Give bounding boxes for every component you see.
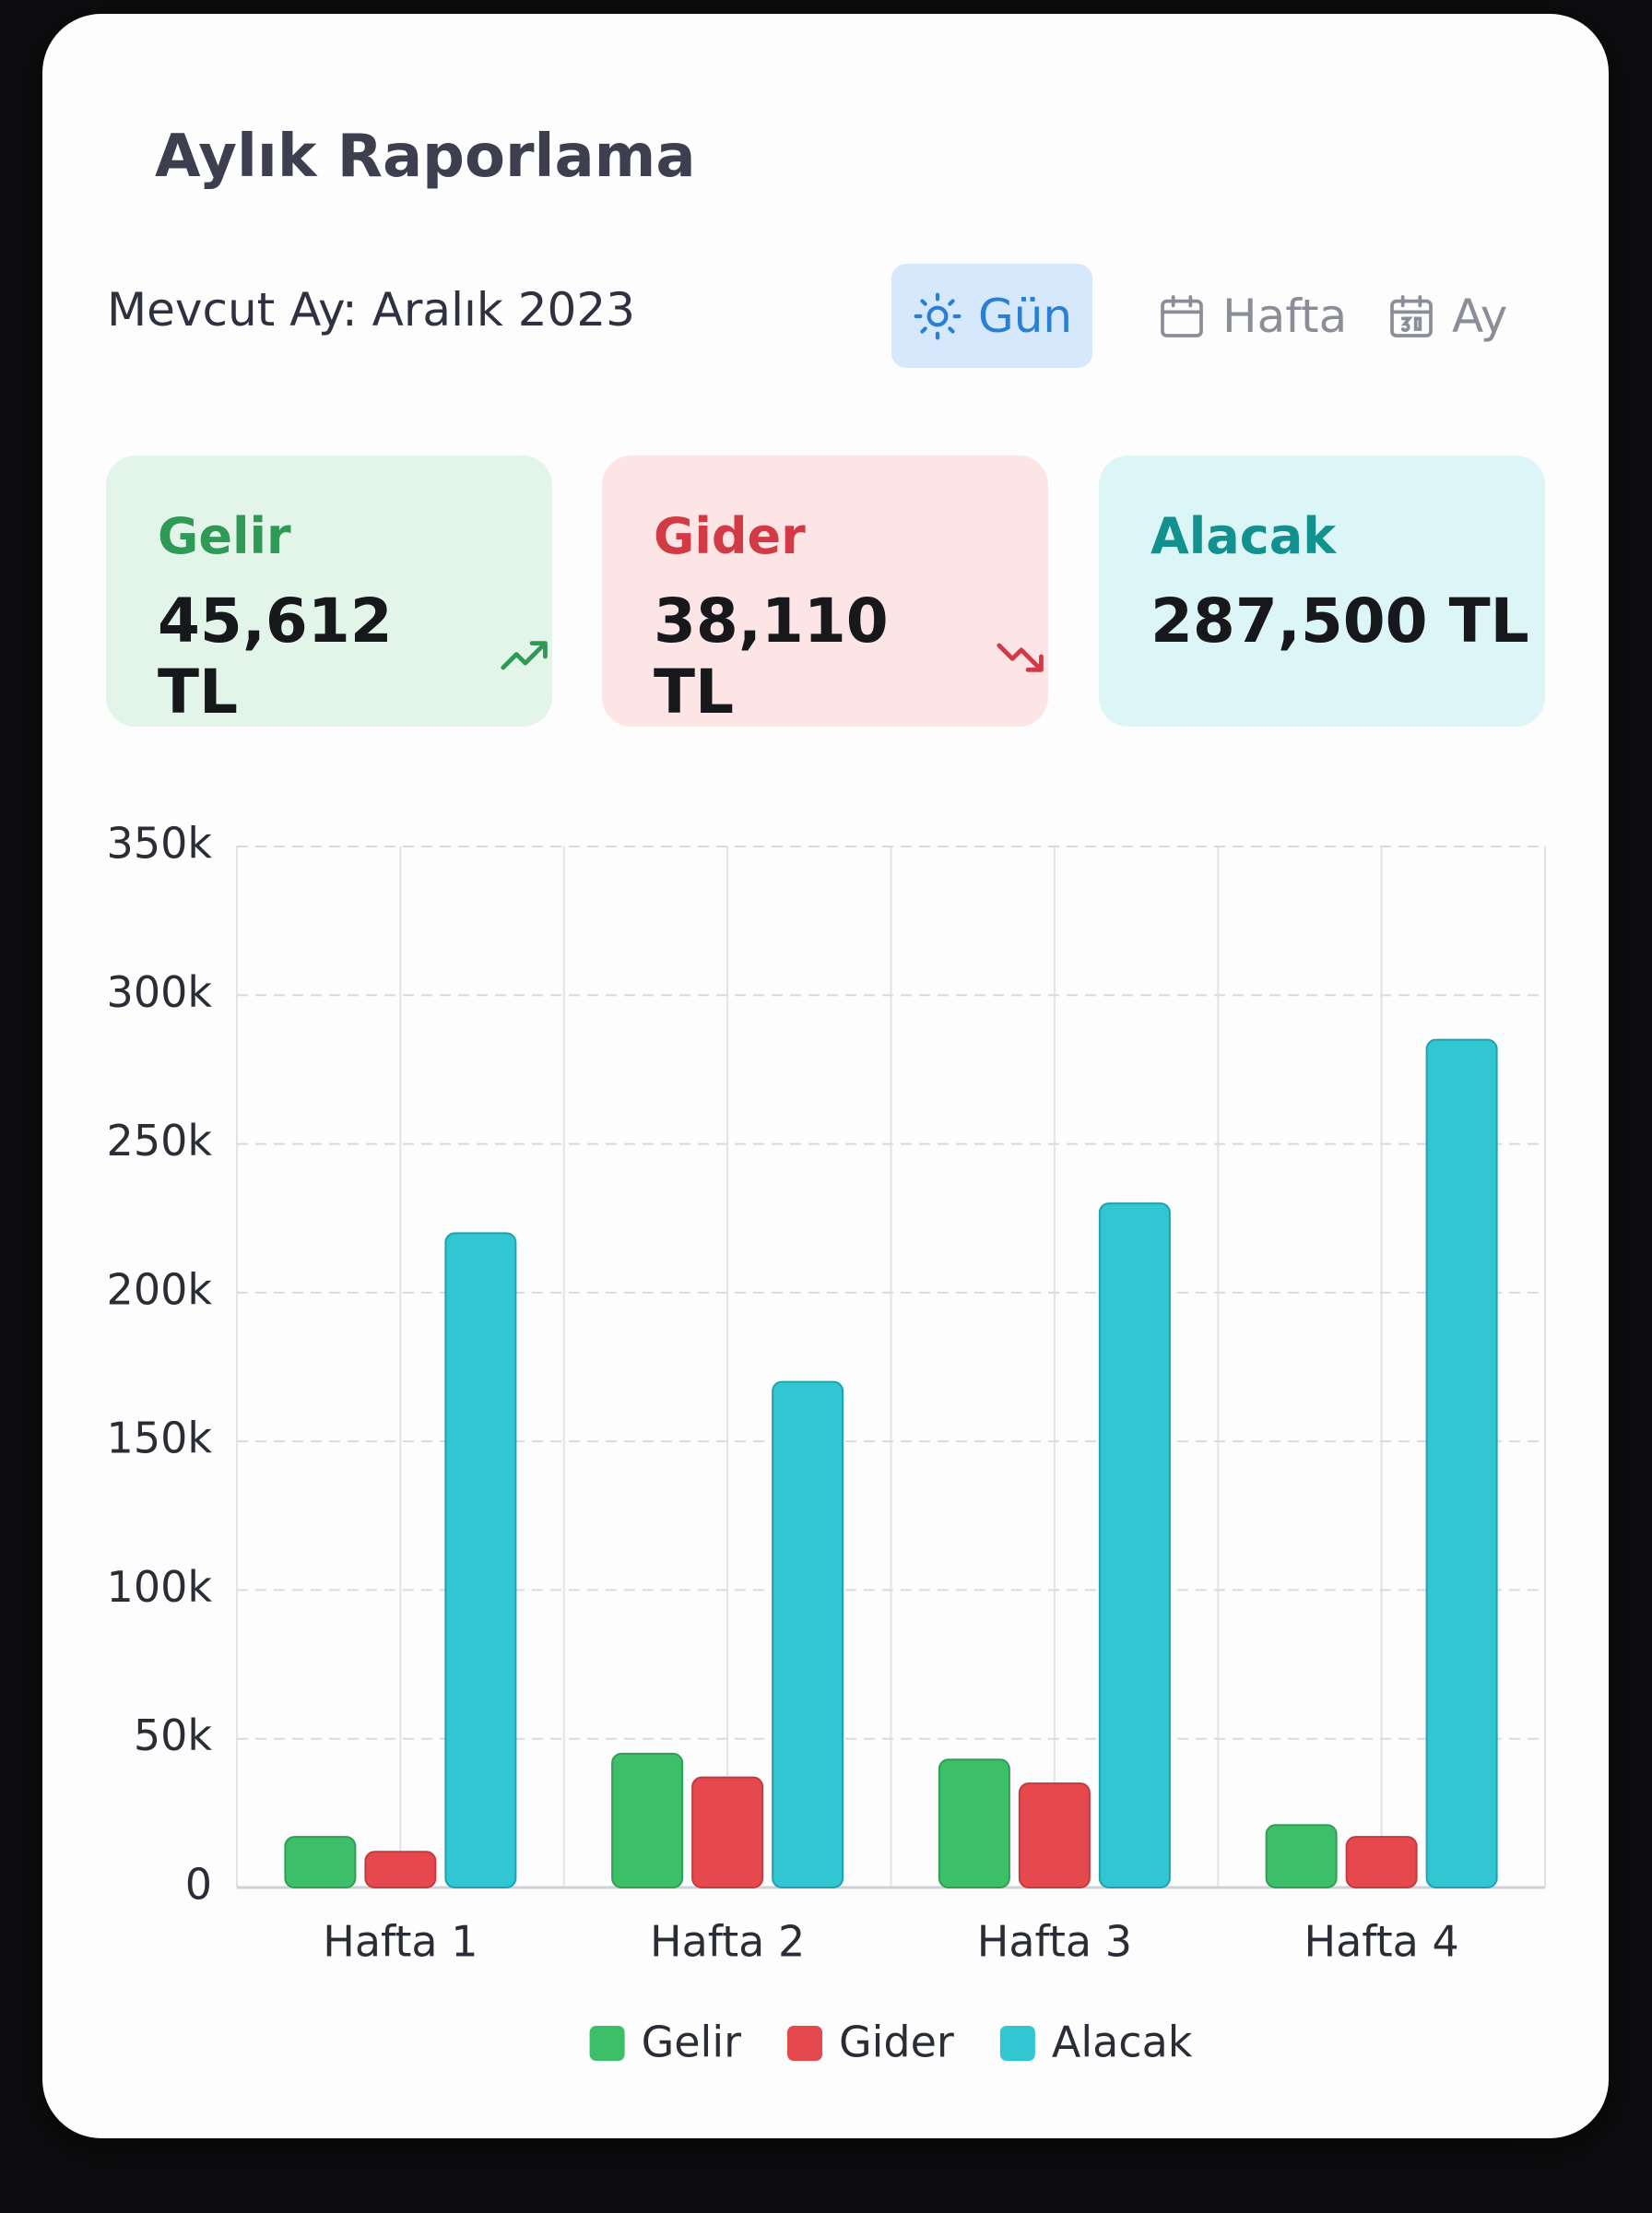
tab-label: Gün <box>978 289 1073 343</box>
stat-card: Gider 38,110 TL <box>602 456 1048 728</box>
stat-value-row: 287,500 TL <box>1150 586 1545 657</box>
legend-label: Gider <box>839 2018 954 2067</box>
bar <box>772 1380 844 1888</box>
tab-month[interactable]: Ay <box>1365 264 1528 368</box>
trend-down-icon <box>997 643 1044 672</box>
bar <box>611 1752 684 1889</box>
legend-swatch <box>589 2026 625 2061</box>
tab-label: Ay <box>1452 289 1508 343</box>
bar <box>938 1758 1010 1889</box>
y-tick-label: 150k <box>107 1414 213 1463</box>
tab-label: Hafta <box>1222 289 1348 343</box>
legend: Gelir Gider Alacak <box>589 2018 1193 2067</box>
bar <box>1098 1202 1171 1888</box>
calendar-icon <box>1161 294 1203 337</box>
stat-value: 287,500 TL <box>1150 586 1529 657</box>
stat-value-row: 38,110 TL <box>654 586 1048 728</box>
y-tick-label: 100k <box>107 1562 213 1612</box>
bar <box>1018 1782 1091 1888</box>
bar <box>1425 1038 1498 1888</box>
stat-value-row: 45,612 TL <box>158 586 552 728</box>
legend-swatch <box>787 2026 823 2061</box>
calendar-month-icon <box>1390 294 1433 337</box>
legend-label: Alacak <box>1052 2018 1193 2067</box>
y-tick-label: 250k <box>107 1116 213 1166</box>
legend-label: Gelir <box>642 2018 742 2067</box>
stat-label: Gelir <box>158 507 291 565</box>
x-tick-label: Hafta 3 <box>977 1917 1132 1967</box>
x-tick-label: Hafta 1 <box>323 1917 478 1967</box>
tab-week[interactable]: Hafta <box>1136 264 1367 368</box>
y-tick-label: 350k <box>107 819 213 869</box>
x-tick-label: Hafta 4 <box>1304 1917 1458 1967</box>
tab-day[interactable]: Gün <box>891 264 1093 368</box>
subtitle: Mevcut Ay: Aralık 2023 <box>107 283 635 337</box>
stat-card: Alacak 287,500 TL <box>1099 456 1545 727</box>
bar <box>364 1851 437 1888</box>
bar <box>1345 1836 1418 1888</box>
title: Aylık Raporlama <box>155 123 696 191</box>
y-tick-label: 0 <box>185 1860 212 1910</box>
legend-swatch <box>999 2026 1035 2061</box>
stat-value: 38,110 TL <box>654 586 889 728</box>
x-tick-label: Hafta 2 <box>650 1917 805 1967</box>
stat-label: Gider <box>654 507 806 565</box>
bar <box>284 1836 357 1888</box>
sun-icon <box>914 292 962 339</box>
trend-up-icon <box>501 641 549 670</box>
bar <box>1265 1824 1338 1889</box>
stat-label: Alacak <box>1150 507 1337 565</box>
y-tick-label: 300k <box>107 967 213 1017</box>
bar <box>444 1232 517 1889</box>
bar <box>691 1776 764 1888</box>
stat-value: 45,612 TL <box>158 586 393 728</box>
stat-card: Gelir 45,612 TL <box>106 456 552 728</box>
y-tick-label: 200k <box>107 1264 213 1314</box>
y-tick-label: 50k <box>134 1710 213 1760</box>
